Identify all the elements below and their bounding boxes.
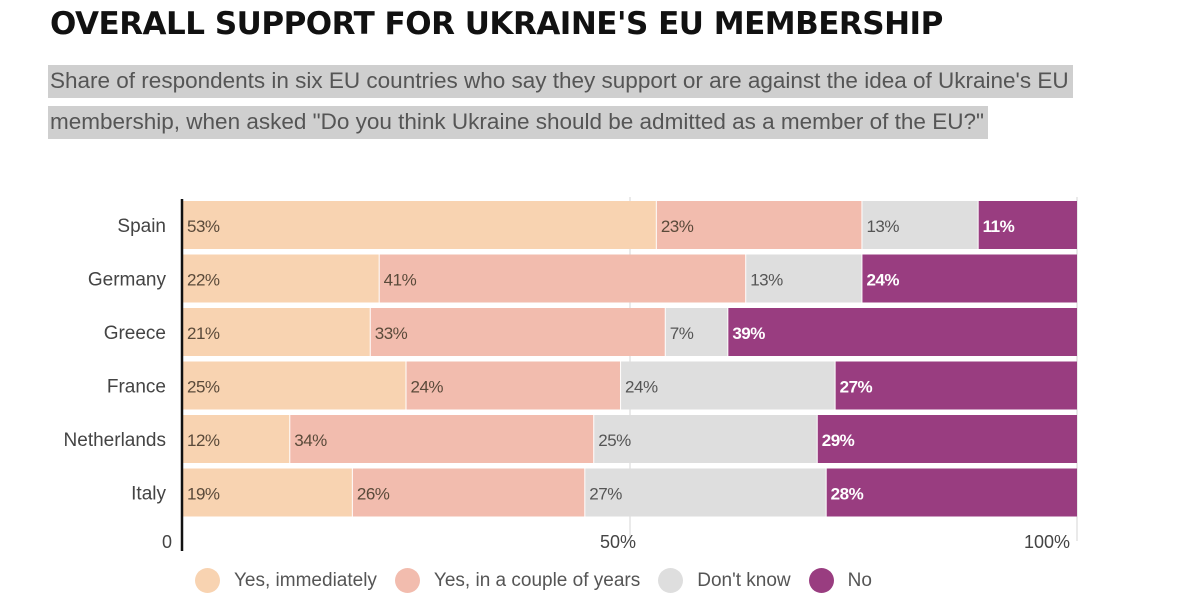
category-label: Netherlands: [64, 430, 166, 451]
bar-segment: [183, 254, 379, 303]
data-label: 7%: [670, 324, 694, 343]
data-label: 11%: [983, 217, 1015, 236]
bar-segment: [370, 308, 665, 356]
data-label: 24%: [625, 378, 658, 397]
bar-segment: [352, 468, 585, 517]
bar-segment: [594, 415, 817, 463]
data-label: 27%: [840, 378, 873, 397]
legend-swatch: [658, 568, 684, 593]
bar-segment: [621, 361, 835, 410]
legend-item: Yes, immediately: [195, 568, 377, 593]
category-label: Spain: [117, 216, 166, 237]
bar-segment: [406, 361, 621, 410]
data-label: 25%: [187, 378, 220, 397]
legend-label: Yes, immediately: [234, 569, 377, 591]
data-label: 25%: [598, 431, 631, 450]
bar-segment: [862, 201, 978, 249]
bar-segment: [183, 415, 290, 463]
bar-segment: [379, 254, 746, 303]
bar-segment: [862, 254, 1077, 303]
bar-segment: [183, 308, 370, 356]
legend-swatch: [394, 568, 420, 593]
data-label: 29%: [822, 431, 855, 450]
bar-segment: [665, 308, 728, 356]
category-label: Greece: [104, 323, 166, 344]
x-tick-label: 0: [162, 532, 172, 552]
legend-item: No: [808, 568, 872, 593]
data-label: 53%: [187, 217, 220, 236]
bar-segment: [656, 201, 862, 249]
chart-title: OVERALL SUPPORT FOR UKRAINE'S EU MEMBERS…: [50, 6, 943, 42]
stacked-bar-chart: Spain 53% 23% 13% 11% Germany 22% 41% 13% 24% Gree…: [64, 197, 1078, 552]
data-label: 21%: [187, 324, 220, 343]
data-label: 19%: [187, 485, 220, 504]
bar-segment: [826, 468, 1077, 517]
data-label: 24%: [866, 271, 899, 290]
data-label: 28%: [831, 485, 864, 504]
legend-label: No: [847, 569, 872, 591]
data-label: 23%: [661, 217, 694, 236]
bar-segment: [817, 415, 1077, 463]
data-label: 24%: [411, 378, 444, 397]
data-label: 39%: [732, 324, 765, 343]
bar-segment: [290, 415, 594, 463]
data-label: 33%: [375, 324, 408, 343]
x-tick-label: 50%: [600, 532, 636, 552]
data-label: 27%: [589, 485, 622, 504]
bar-segment: [585, 468, 826, 517]
data-label: 41%: [384, 271, 417, 290]
bar-segment: [183, 201, 656, 249]
bar-segment: [183, 468, 352, 517]
legend-label: Don't know: [697, 569, 791, 591]
legend-swatch: [195, 568, 220, 593]
data-label: 22%: [187, 271, 220, 290]
legend-item: Don't know: [658, 568, 791, 593]
data-label: 12%: [187, 431, 220, 450]
category-label: Germany: [88, 270, 167, 291]
chart-subtitle: Share of respondents in six EU countries…: [48, 60, 1078, 142]
category-label: France: [107, 377, 166, 398]
bar-segment: [746, 254, 862, 303]
data-label: 13%: [866, 217, 899, 236]
legend-label: Yes, in a couple of years: [433, 569, 641, 591]
category-label: Italy: [131, 484, 166, 505]
chart-legend: Yes, immediately Yes, in a couple of year…: [195, 568, 890, 593]
data-label: 26%: [357, 485, 390, 504]
data-label: 34%: [294, 431, 327, 450]
bar-segment: [183, 361, 406, 410]
legend-swatch: [808, 568, 834, 593]
bar-segment: [978, 201, 1077, 249]
data-label: 13%: [750, 271, 783, 290]
legend-item: Yes, in a couple of years: [394, 568, 641, 593]
bar-segment: [728, 308, 1077, 356]
x-tick-label: 100%: [1024, 532, 1070, 552]
bar-segment: [835, 361, 1077, 410]
